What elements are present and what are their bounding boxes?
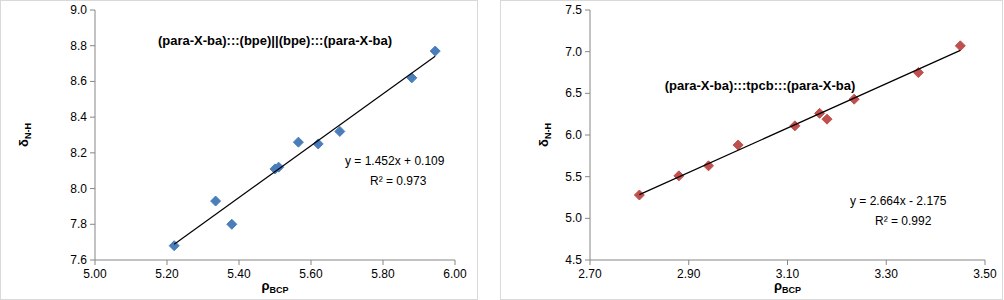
y-tick-label: 6.0 [565,128,582,142]
annotation: R² = 0.973 [370,174,427,188]
y-tick [585,176,590,177]
y-tick-label: 8.6 [70,74,87,88]
point [211,196,221,206]
chart-frame [501,1,1003,300]
y-tick [585,93,590,94]
x-axis-label-main: ρ [261,278,269,293]
y-tick-label: 7.5 [565,3,582,17]
trend-line [174,56,435,244]
y-tick [90,260,95,261]
y-tick [90,188,95,189]
y-tick [90,10,95,11]
x-tick [886,260,887,265]
x-tick-label: 5.20 [155,267,179,281]
point [955,41,965,51]
annotation: R² = 0.992 [875,214,932,228]
figure: 5.00 5.20 5.40 5.60 5.80 6.00 7.6 7.8 8.0 8.2 8.4 8… [0,0,1004,300]
point [227,219,237,229]
annotation: y = 1.452x + 0.109 [345,154,445,168]
x-tick [787,260,788,265]
y-tick-label: 8.0 [70,182,87,196]
y-tick [90,45,95,46]
x-tick [95,260,96,265]
y-tick-label: 5.5 [565,170,582,184]
y-tick-label: 7.0 [565,45,582,59]
x-axis-label: ρBCP [774,278,801,295]
plot-data [634,41,965,200]
point [293,137,303,147]
x-tick [311,260,312,265]
y-tick-label: 9.0 [70,3,87,17]
x-axis-label-main: ρ [774,278,782,293]
y-axis [95,10,96,260]
plot-data [169,46,440,251]
x-axis-label-sub: BCP [270,285,289,295]
x-tick-label: 2.70 [578,267,602,281]
x-tick [590,260,591,265]
x-tick-label: 3.50 [973,267,997,281]
x-tick [688,260,689,265]
y-axis-label-sub: N-H [543,123,553,139]
x-tick [167,260,168,265]
trend-line [639,50,960,194]
annotation: y = 2.664x - 2.175 [850,194,947,208]
chart: 2.702.903.103.303.504.55.05.56.06.57.07.… [501,1,1003,300]
x-axis-label: ρBCP [261,278,288,295]
y-tick-label: 7.6 [70,253,87,267]
x-axis-label-sub: BCP [782,285,801,295]
y-axis-label: δN-H [16,123,33,147]
x-tick-label: 6.00 [443,267,467,281]
chart-frame [1,1,478,300]
y-tick [585,10,590,11]
y-tick [90,152,95,153]
y-tick-label: 7.8 [70,217,87,231]
y-tick-label: 6.5 [565,86,582,100]
y-tick-label: 4.5 [565,253,582,267]
x-tick [383,260,384,265]
y-tick [585,260,590,261]
y-tick-label: 8.2 [70,146,87,160]
x-tick [985,260,986,265]
y-axis-label-sub: N-H [23,123,33,139]
y-tick-label: 8.4 [70,110,87,124]
x-axis [95,260,455,261]
x-tick-label: 5.40 [227,267,251,281]
y-tick [585,218,590,219]
y-tick [90,117,95,118]
x-tick [239,260,240,265]
y-tick-label: 8.8 [70,39,87,53]
point [430,46,440,56]
y-tick [585,135,590,136]
x-tick-label: 5.60 [299,267,323,281]
y-tick [90,81,95,82]
point [407,73,417,83]
title: (para-X-ba):::tpcb:::(para-X-ba) [665,78,856,93]
y-axis-label-main: δ [536,139,551,147]
y-tick [90,224,95,225]
x-tick-label: 5.00 [83,267,107,281]
point [634,190,644,200]
y-tick-label: 5.0 [565,211,582,225]
x-tick-label: 5.80 [371,267,395,281]
y-axis-label: δN-H [536,123,553,147]
chart: 5.00 5.20 5.40 5.60 5.80 6.00 7.6 7.8 8.0 8.2 8.4 8… [1,1,478,300]
x-tick [455,260,456,265]
x-tick-label: 3.30 [875,267,899,281]
point [822,114,832,124]
x-tick-label: 2.90 [677,267,701,281]
y-tick [585,51,590,52]
title: (para-X-ba):::(bpe)||(bpe):::(para-X-ba) [158,33,392,48]
y-axis-label-main: δ [16,139,31,147]
